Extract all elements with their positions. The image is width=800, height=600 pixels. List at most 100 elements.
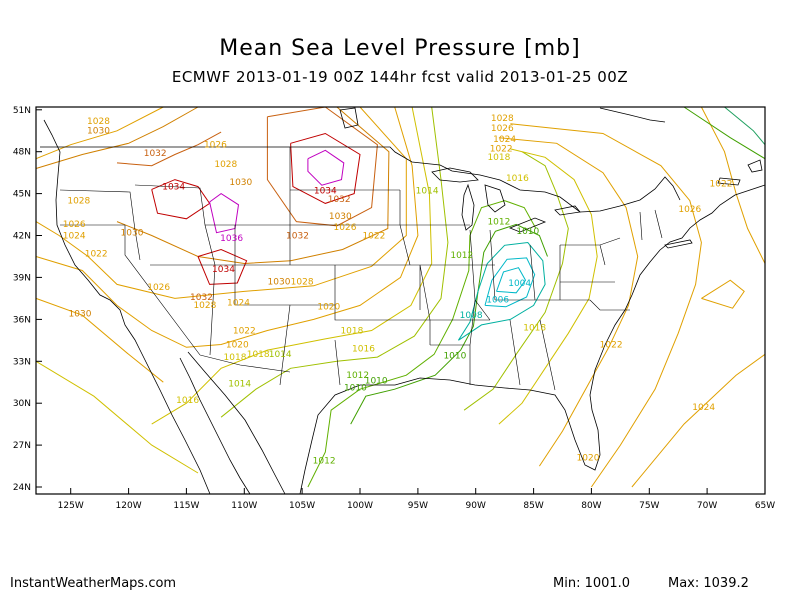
isobar-label-48: 1010 [443,352,466,362]
geographic-borders [40,107,766,495]
isobar-label-35: 1014 [228,379,251,389]
isobar-label-2: 1032 [144,149,167,159]
isobar-label-58: 1026 [678,205,701,215]
isobar-label-50: 1018 [523,324,546,334]
isobar-label-43: 1012 [487,217,510,227]
mexico-west-coast [187,351,286,495]
lon-label-7: 90W [466,501,486,511]
isobar-label-14: 1026 [334,223,357,233]
isobar-label-54: 1024 [493,135,516,145]
lake-ontario [554,205,581,216]
isobar-label-3: 1026 [204,141,227,151]
isobar-label-12: 1030 [121,229,144,239]
isobar-label-51: 1022 [600,340,623,350]
isobar-layer [35,106,766,488]
isobar-label-55: 1022 [490,145,513,155]
chart-title: Mean Sea Level Pressure [mb] [219,36,581,61]
lat-label-6: 33N [13,357,31,367]
isobar-line-7 [266,106,378,227]
isobar-label-22: 1026 [147,283,170,293]
isobar-label-17: 1032 [286,231,309,241]
isobar-line-12 [35,297,164,383]
isobar-line-25 [631,353,766,488]
isobar-line-15 [220,106,449,418]
isobar-label-0: 1028 [87,117,110,127]
isobar-label-20: 1030 [268,277,291,287]
isobar-label-60: 1020 [577,454,600,464]
isobar-line-4 [209,192,240,234]
map-frame [35,106,766,495]
isobar-label-1: 1030 [87,127,110,137]
isobar-label-21: 1028 [291,277,314,287]
isobar-label-38: 1010 [365,377,388,387]
lake-huron [484,184,506,213]
long-island [664,239,693,249]
lon-label-12: 65W [755,501,775,511]
lon-label-5: 100W [347,501,373,511]
lat-label-8: 27N [13,441,31,451]
lat-label-2: 45N [13,190,31,200]
isobar-label-45: 1004 [508,279,531,289]
gulf-coastline [299,377,601,495]
isobar-label-15: 1022 [362,231,385,241]
pacific-coastline [43,119,211,495]
isobar-label-44: 1010 [516,227,539,237]
isobar-label-59: 1024 [692,403,715,413]
lat-label-4: 39N [13,273,31,283]
isobar-label-41: 1014 [416,187,439,197]
isobar-label-25: 1024 [227,298,250,308]
lon-label-2: 115W [173,501,199,511]
longitude-axis: 125W 120W 115W 110W 105W 100W 95W 90W 85W 80W 75W 7… [58,488,775,511]
isobar-label-18: 1022 [85,250,108,260]
isobar-label-5: 1030 [229,178,252,188]
isobar-line-27 [701,279,745,309]
isobar-label-7: 1034 [314,187,337,197]
lon-label-11: 70W [697,501,717,511]
isobar-line-24 [510,123,702,488]
lon-label-3: 110W [231,501,257,511]
lon-label-8: 85W [523,501,543,511]
isobar-label-28: 1022 [233,326,256,336]
isobar-line-2 [116,131,222,167]
site-credit: InstantWeatherMaps.com [10,576,177,591]
isobar-label-27: 1030 [69,310,92,320]
lake-superior [431,167,479,183]
isobar-line-8 [116,106,390,265]
lake-erie [508,217,547,233]
isobar-label-31: 1016 [352,345,375,355]
isobar-line-21 [463,151,569,411]
isobar-label-33: 1018 [247,350,270,360]
isobar-label-24: 1028 [193,301,216,311]
isobar-label-23: 1032 [190,293,213,303]
hudson-bay-shore [599,107,666,123]
isobar-label-36: 1012 [346,371,369,381]
min-pressure: Min: 1001.0 [553,576,631,591]
isobar-label-39: 1016 [176,396,199,406]
isobar-label-37: 1010 [344,384,367,394]
us-canada-border [40,146,681,213]
isobar-label-52: 1028 [491,114,514,124]
latitude-axis: 51N 48N 45N 42N 39N 36N 33N 30N 27N 24N [13,106,42,493]
isobar-label-42: 1012 [450,251,473,261]
isobar-label-32: 1018 [224,353,247,363]
isobar-line-23 [498,137,639,467]
prince-edward-island [717,177,741,186]
lat-label-1: 48N [13,148,31,158]
isobar-label-30: 1020 [226,340,249,350]
lon-label-6: 95W [408,501,428,511]
isobar-line-18 [457,241,546,341]
lon-label-1: 120W [116,501,142,511]
isobar-label-10: 1026 [63,220,86,230]
lon-label-4: 105W [289,501,315,511]
isobar-line-11 [35,106,419,348]
isobar-label-46: 1006 [486,296,509,306]
isobar-line-17 [350,223,548,425]
isobar-label-47: 1008 [460,311,483,321]
isobar-line-20 [496,267,527,294]
isobar-label-13: 1030 [329,212,352,222]
isobar-label-6: 1034 [162,182,185,192]
isobar-line-16 [307,200,537,488]
isobar-label-53: 1026 [491,124,514,134]
lat-label-9: 24N [13,483,31,493]
